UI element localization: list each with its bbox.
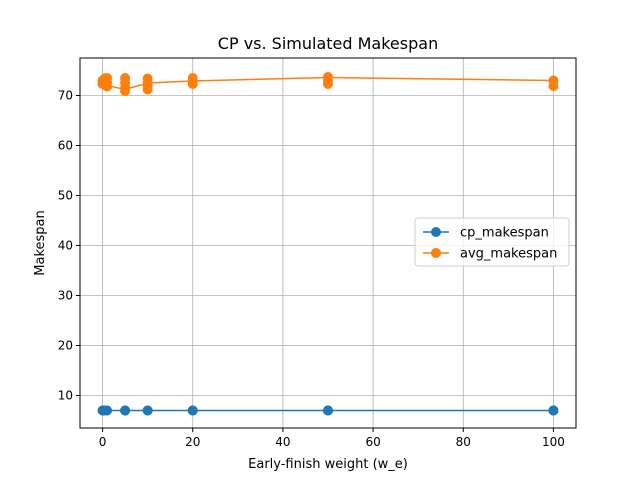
data-point-avg-makespan: [142, 73, 153, 84]
data-point-cp-makespan: [142, 405, 153, 416]
chart-title: CP vs. Simulated Makespan: [218, 34, 438, 53]
legend-label-avg-makespan: avg_makespan: [460, 247, 557, 262]
x-tick-label: 0: [99, 435, 107, 449]
legend-label-cp-makespan: cp_makespan: [460, 226, 549, 241]
y-axis-label: Makespan: [33, 210, 48, 275]
x-tick-label: 100: [542, 435, 565, 449]
x-tick-label: 60: [365, 435, 380, 449]
data-point-avg-makespan: [187, 73, 198, 83]
legend-box: [414, 217, 570, 267]
legend-marker-cp-makespan: [431, 227, 441, 237]
data-point-cp-makespan: [102, 405, 113, 416]
data-point-avg-makespan: [102, 73, 113, 83]
x-tick-label: 40: [275, 435, 290, 449]
data-point-avg-makespan: [548, 75, 559, 86]
legend-marker-avg-makespan: [431, 248, 441, 258]
data-point-avg-makespan: [323, 72, 333, 82]
x-tick-label: 80: [456, 435, 471, 449]
data-point-cp-makespan: [187, 405, 198, 416]
data-point-cp-makespan: [323, 405, 333, 416]
y-tick-label: 70: [58, 89, 73, 103]
y-tick-label: 20: [58, 339, 73, 353]
y-tick-label: 50: [58, 189, 73, 203]
data-point-cp-makespan: [120, 405, 131, 416]
x-tick-label: 20: [185, 435, 200, 449]
y-tick-label: 60: [58, 139, 73, 153]
y-tick-label: 30: [58, 289, 73, 303]
plot-frame: [79, 57, 577, 429]
legend: cp_makespan avg_makespan: [414, 217, 570, 267]
x-axis-label: Early-finish weight (w_e): [248, 457, 408, 472]
data-point-cp-makespan: [548, 405, 559, 416]
y-tick-label: 10: [58, 389, 73, 403]
series-layer: [97, 72, 559, 416]
tick-layer: 0 20 40 60 80 100 10 20 30 40 50 60 70: [58, 89, 565, 450]
data-point-avg-makespan: [120, 73, 131, 83]
y-tick-label: 40: [58, 239, 73, 253]
